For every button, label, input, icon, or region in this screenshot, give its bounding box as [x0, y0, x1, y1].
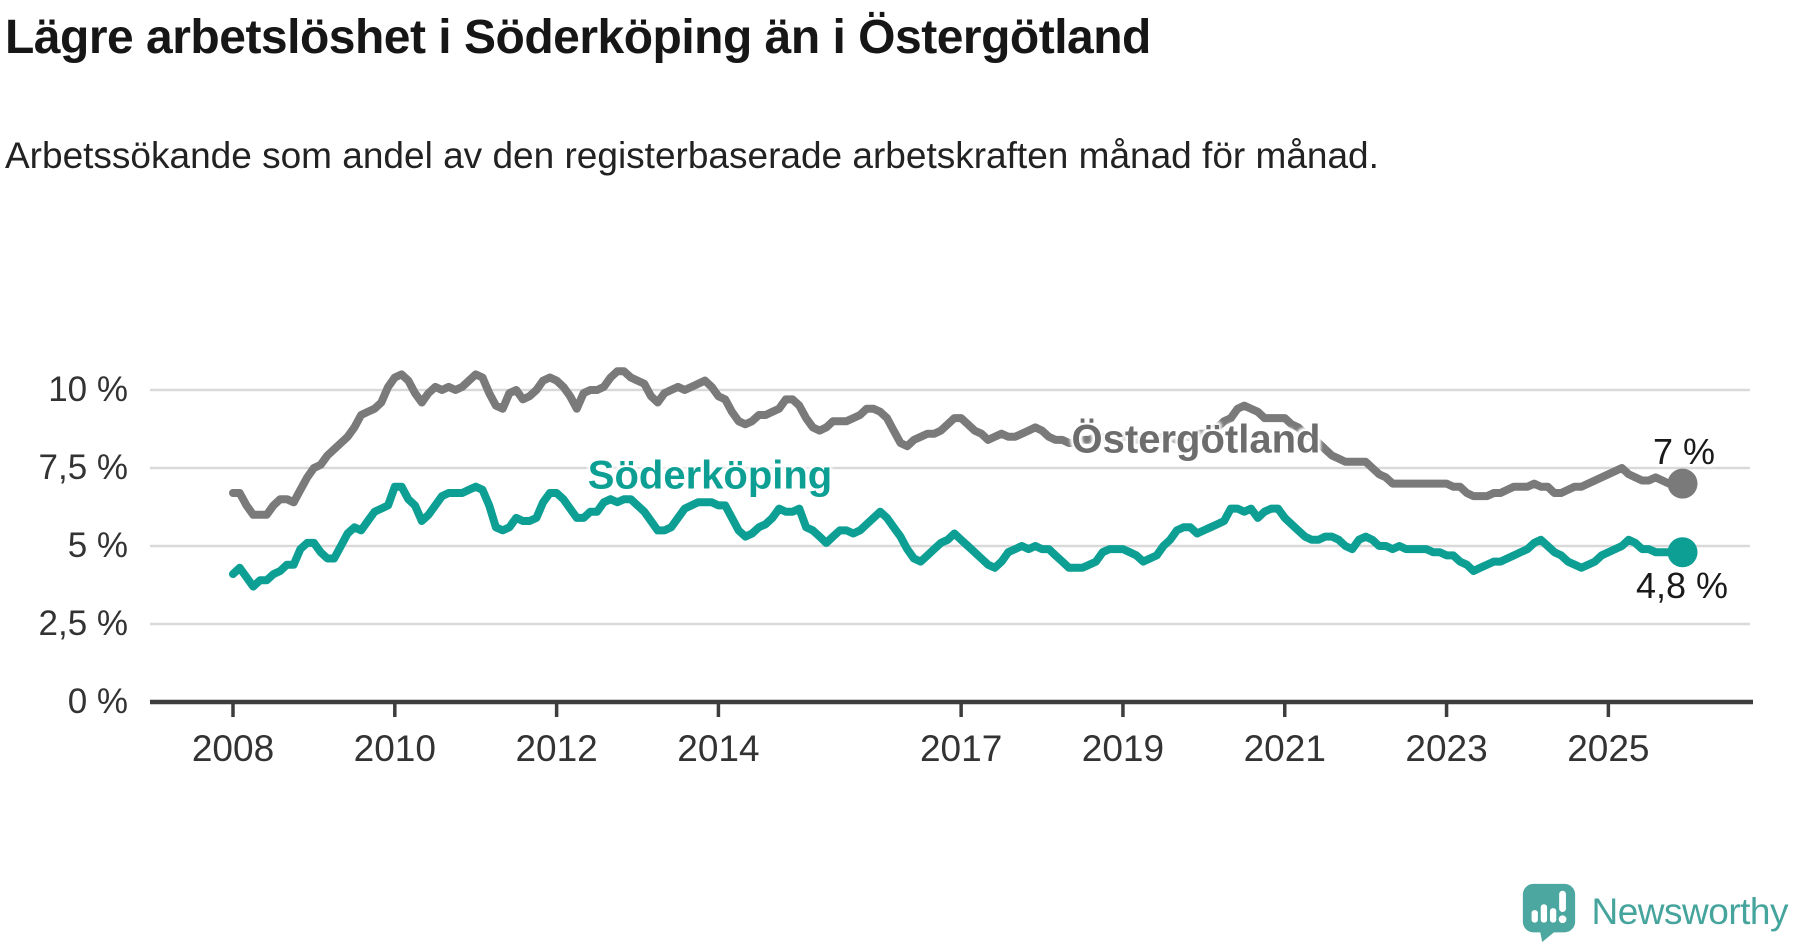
- x-tick-label: 2019: [1081, 728, 1165, 769]
- y-tick-label: 0 %: [67, 682, 128, 721]
- y-tick-label: 7,5 %: [38, 448, 129, 487]
- brand-footer: Newsworthy: [1520, 882, 1789, 942]
- x-tick-label: 2014: [677, 728, 760, 769]
- series-line-ostergotland: [229, 367, 1687, 519]
- x-tick-label: 2017: [919, 728, 1003, 769]
- x-tick-label: 2023: [1405, 728, 1488, 769]
- brand-name: Newsworthy: [1591, 891, 1789, 932]
- series-end-dot-soderkoping: [1667, 537, 1698, 568]
- y-tick-label: 2,5 %: [38, 604, 129, 643]
- x-tick-label: 2012: [515, 728, 598, 769]
- x-tick-label: 2025: [1567, 728, 1650, 769]
- y-tick-label: 5 %: [67, 526, 128, 565]
- bar-chart-speech-bubble-icon: [1522, 883, 1575, 942]
- chart-title: Lägre arbetslöshet i Söderköping än i Ös…: [5, 11, 1151, 64]
- end-value-label-ostergotland: 7 %: [1652, 431, 1716, 472]
- series-line-soderkoping: [229, 482, 1687, 591]
- end-value-label-soderkoping: 4,8 %: [1635, 565, 1729, 606]
- x-tick-label: 2021: [1243, 728, 1326, 769]
- series-label-ostergotland: Östergötland: [1071, 417, 1321, 462]
- x-tick-label: 2008: [191, 728, 275, 769]
- y-tick-label: 10 %: [48, 370, 128, 409]
- series-end-dot-ostergotland: [1667, 468, 1698, 499]
- chart-subtitle: Arbetssökande som andel av den registerb…: [5, 135, 1379, 176]
- series-label-soderkoping: Söderköping: [587, 453, 833, 498]
- x-tick-label: 2010: [353, 728, 436, 769]
